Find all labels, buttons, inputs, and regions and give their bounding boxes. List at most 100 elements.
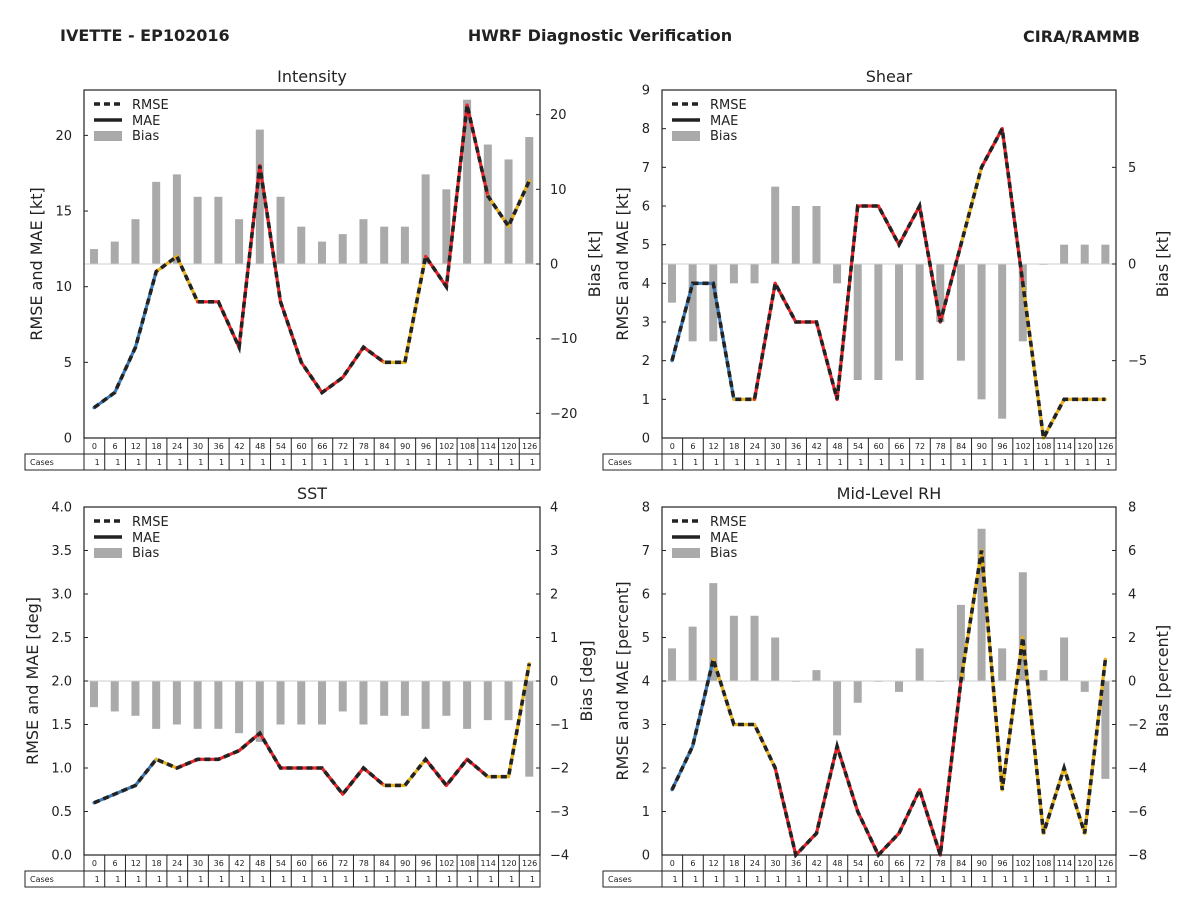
cases-cell: 1 xyxy=(755,458,760,467)
y-tick-label: 3 xyxy=(642,316,650,331)
cases-cell: 1 xyxy=(219,458,224,467)
cases-cell: 1 xyxy=(1003,875,1008,884)
lead-time-cell: 0 xyxy=(670,442,675,451)
bias-bar xyxy=(297,226,306,264)
bias-bar xyxy=(214,681,223,729)
cases-cell: 1 xyxy=(364,875,369,884)
y-tick-label: 10 xyxy=(55,280,72,295)
cases-cell: 1 xyxy=(796,875,801,884)
bias-bar xyxy=(812,670,821,681)
lead-time-cell: 84 xyxy=(379,442,389,451)
bias-bar xyxy=(193,196,202,264)
lead-time-cell: 72 xyxy=(915,859,925,868)
lead-time-cell: 36 xyxy=(214,442,224,451)
lead-time-cell: 90 xyxy=(977,859,987,868)
cases-cell: 1 xyxy=(776,875,781,884)
bias-bar xyxy=(977,264,986,400)
lead-time-cell: 108 xyxy=(460,859,475,868)
lead-time-cell: 114 xyxy=(481,859,496,868)
y2-tick-label: 4 xyxy=(1128,588,1136,603)
lead-time-cell: 12 xyxy=(708,859,718,868)
bias-bar xyxy=(442,681,451,716)
cases-cell: 1 xyxy=(95,875,100,884)
y-tick-label: 15 xyxy=(55,205,72,220)
lead-time-cell: 6 xyxy=(690,859,695,868)
y2-tick-label: −2 xyxy=(550,762,569,777)
bias-bar xyxy=(421,174,430,264)
lead-time-cell: 12 xyxy=(131,442,141,451)
y-tick-label: 2.5 xyxy=(51,631,72,646)
cases-cell: 1 xyxy=(734,875,739,884)
y-tick-label: 8 xyxy=(642,122,650,137)
cases-cell: 1 xyxy=(714,458,719,467)
y2-tick-label: −20 xyxy=(550,407,577,422)
lead-time-cell: 78 xyxy=(359,859,369,868)
y2-tick-label: 0 xyxy=(1128,258,1136,273)
y-tick-label: 5 xyxy=(642,631,650,646)
chart-title: Intensity xyxy=(277,67,347,86)
y2-tick-label: −4 xyxy=(1128,762,1147,777)
bias-bar xyxy=(1080,681,1089,692)
lead-time-cell: 18 xyxy=(151,442,161,451)
cases-cell: 1 xyxy=(302,875,307,884)
bias-bar xyxy=(833,264,842,284)
bias-bar xyxy=(668,648,676,681)
lead-time-cell: 54 xyxy=(276,859,286,868)
lead-time-cell: 24 xyxy=(172,442,182,451)
lead-time-cell: 108 xyxy=(1036,442,1051,451)
legend-rmse-label: RMSE xyxy=(132,515,169,530)
agency-header: CIRA/RAMMB xyxy=(1023,27,1140,46)
y-tick-label: 3 xyxy=(642,718,650,733)
cases-row xyxy=(602,870,1117,888)
lead-time-cell: 96 xyxy=(997,859,1007,868)
legend-mae-label: MAE xyxy=(710,114,738,129)
legend-rmse-label: RMSE xyxy=(710,98,747,113)
y-axis-label: RMSE and MAE [percent] xyxy=(613,581,632,780)
rmse-line xyxy=(93,663,532,805)
lead-time-cell: 84 xyxy=(956,859,966,868)
lead-time-cell: 66 xyxy=(317,859,327,868)
y2-tick-label: −5 xyxy=(1128,354,1147,369)
y2-tick-label: 0 xyxy=(550,675,558,690)
cases-cell: 1 xyxy=(879,458,884,467)
cases-cell: 1 xyxy=(343,458,348,467)
y-tick-label: 4.0 xyxy=(51,501,72,516)
legend-rmse-label: RMSE xyxy=(710,515,747,530)
cases-cell: 1 xyxy=(714,875,719,884)
lead-time-cell: 120 xyxy=(501,442,516,451)
y2-tick-label: 10 xyxy=(550,183,567,198)
cases-row-label: Cases xyxy=(608,875,632,884)
y2-tick-label: 1 xyxy=(550,631,558,646)
lead-time-cell: 60 xyxy=(297,442,307,451)
lead-time-cell: 102 xyxy=(1015,442,1030,451)
cases-cell: 1 xyxy=(260,458,265,467)
cases-cell: 1 xyxy=(364,458,369,467)
bias-bar xyxy=(276,681,285,725)
y-tick-label: 3.5 xyxy=(51,544,72,559)
bias-bar xyxy=(255,129,264,264)
bias-bar xyxy=(998,264,1007,419)
y2-tick-label: 20 xyxy=(550,108,567,123)
chart-title: Shear xyxy=(866,67,913,86)
bias-bar xyxy=(463,99,472,264)
y2-tick-label: −6 xyxy=(1128,805,1147,820)
lead-time-cell: 66 xyxy=(317,442,327,451)
lead-time-cell: 18 xyxy=(151,859,161,868)
bias-bar xyxy=(956,264,965,361)
lead-time-cell: 72 xyxy=(915,442,925,451)
bias-bar xyxy=(235,219,244,264)
bias-bar xyxy=(771,637,780,681)
cases-cell: 1 xyxy=(198,875,203,884)
cases-cell: 1 xyxy=(406,875,411,884)
lead-time-cell: 48 xyxy=(255,859,265,868)
bias-bar xyxy=(131,681,140,716)
rmse-line xyxy=(670,122,1106,444)
cases-cell: 1 xyxy=(447,458,452,467)
bias-bar xyxy=(895,264,903,361)
legend-bias-swatch xyxy=(672,131,700,141)
y-tick-label: 2 xyxy=(642,762,650,777)
y-tick-label: 0.0 xyxy=(51,849,72,864)
storm-id-header: IVETTE - EP102016 xyxy=(60,26,230,45)
legend-mae-label: MAE xyxy=(710,531,738,546)
